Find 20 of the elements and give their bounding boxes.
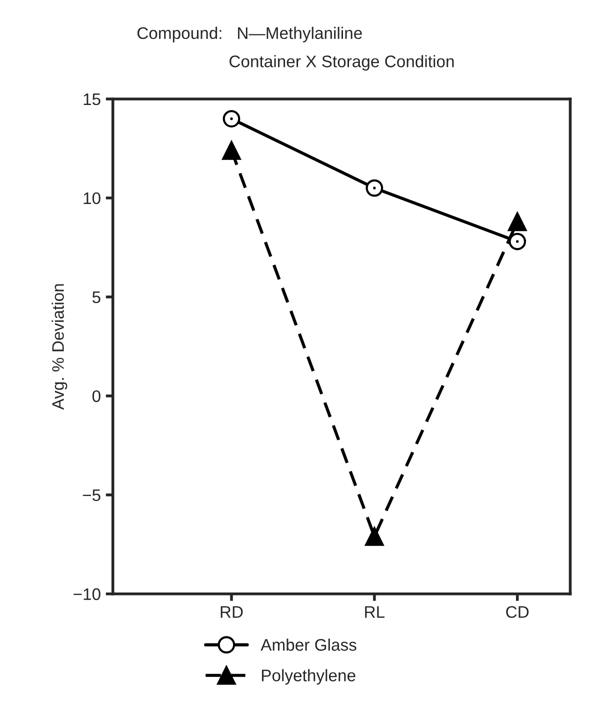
x-tick-label: RD [220, 606, 243, 618]
y-axis-title: Avg. % Deviation [52, 284, 68, 410]
point [222, 141, 241, 160]
y-tick-label: 5 [92, 292, 100, 304]
x-tick-label: RL [365, 606, 385, 618]
point [365, 527, 384, 546]
point [366, 179, 384, 197]
y-tick-label: 10 [84, 192, 100, 204]
y-tick-label: 0 [92, 390, 100, 402]
chart-title: Compound: N—Methylaniline [137, 26, 362, 42]
point [508, 232, 526, 250]
legend-label: Polyethylene [262, 669, 356, 685]
point [508, 212, 527, 232]
y-tick-label: 15 [84, 94, 100, 106]
legend-label: Amber Glass [260, 638, 356, 651]
chart-subtitle: Container X Storage Condition [230, 55, 454, 71]
x-tick-label: CD [506, 606, 529, 618]
y-tick-label: −5 [82, 489, 100, 502]
y-tick-label: −10 [74, 588, 100, 600]
point [222, 110, 240, 128]
